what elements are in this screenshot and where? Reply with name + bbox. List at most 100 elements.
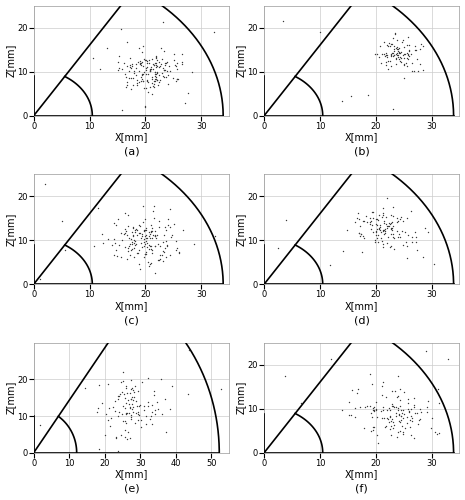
Point bbox=[173, 76, 180, 84]
Point bbox=[406, 416, 414, 424]
Point bbox=[416, 404, 423, 412]
Point bbox=[155, 256, 163, 264]
Point bbox=[394, 46, 402, 54]
Point bbox=[140, 84, 148, 92]
Point bbox=[347, 411, 354, 419]
Point bbox=[392, 388, 399, 396]
Point bbox=[146, 66, 153, 74]
Point bbox=[373, 50, 381, 58]
Point bbox=[380, 414, 388, 422]
Point bbox=[389, 34, 397, 42]
Point bbox=[152, 70, 159, 78]
Point bbox=[385, 39, 393, 47]
Point bbox=[393, 42, 400, 50]
Point bbox=[369, 406, 376, 413]
Point bbox=[125, 244, 132, 252]
Point bbox=[396, 418, 404, 426]
Point bbox=[400, 74, 407, 82]
Point bbox=[133, 240, 140, 248]
Point bbox=[111, 238, 119, 246]
Point bbox=[390, 52, 397, 60]
Point bbox=[121, 404, 129, 412]
Point bbox=[165, 71, 172, 79]
Point bbox=[95, 380, 103, 388]
Point bbox=[132, 409, 140, 417]
Point bbox=[368, 225, 375, 233]
Point bbox=[380, 204, 387, 212]
Point bbox=[419, 252, 427, 260]
Point bbox=[128, 62, 135, 70]
Point bbox=[388, 40, 396, 48]
Point bbox=[121, 225, 128, 233]
Point bbox=[137, 72, 145, 80]
Point bbox=[140, 202, 147, 209]
Point bbox=[121, 243, 129, 251]
Point bbox=[352, 404, 359, 412]
Point bbox=[135, 78, 143, 86]
Point bbox=[118, 236, 126, 244]
Point bbox=[159, 18, 167, 26]
Point bbox=[124, 408, 131, 416]
Point bbox=[407, 208, 414, 216]
Point bbox=[379, 240, 386, 248]
Point bbox=[401, 50, 408, 58]
Point bbox=[139, 74, 146, 82]
Point bbox=[122, 382, 129, 390]
Point bbox=[146, 67, 154, 75]
Point bbox=[143, 239, 151, 247]
Point bbox=[381, 226, 388, 234]
Point bbox=[151, 68, 159, 76]
Point bbox=[102, 410, 110, 418]
Point bbox=[316, 28, 323, 36]
Point bbox=[395, 410, 403, 418]
Point bbox=[282, 216, 290, 224]
X-axis label: X[mm]: X[mm] bbox=[115, 301, 148, 311]
Point bbox=[159, 248, 167, 256]
Point bbox=[160, 248, 168, 256]
Point bbox=[156, 251, 163, 259]
Point bbox=[387, 422, 395, 430]
Point bbox=[137, 239, 144, 247]
Point bbox=[151, 410, 159, 418]
Point bbox=[364, 90, 372, 98]
Point bbox=[133, 226, 141, 234]
Point bbox=[130, 68, 138, 76]
Point bbox=[388, 415, 396, 423]
Point bbox=[372, 50, 379, 58]
Point bbox=[115, 240, 123, 248]
X-axis label: X[mm]: X[mm] bbox=[345, 301, 379, 311]
Point bbox=[385, 233, 392, 241]
Point bbox=[395, 48, 403, 56]
Point bbox=[398, 213, 405, 221]
Point bbox=[405, 46, 412, 54]
Point bbox=[358, 230, 365, 238]
Point bbox=[389, 105, 396, 113]
Point bbox=[391, 51, 398, 59]
Point bbox=[122, 410, 129, 418]
Point bbox=[391, 245, 398, 253]
Point bbox=[380, 230, 387, 237]
Point bbox=[395, 412, 403, 420]
Point bbox=[357, 402, 364, 410]
Text: (d): (d) bbox=[354, 315, 370, 325]
Point bbox=[369, 208, 377, 216]
Point bbox=[128, 406, 136, 413]
Point bbox=[120, 390, 128, 398]
Point bbox=[389, 222, 397, 230]
Point bbox=[281, 372, 288, 380]
Point bbox=[369, 214, 377, 222]
Point bbox=[160, 231, 168, 239]
Point bbox=[142, 70, 149, 78]
Point bbox=[151, 77, 159, 85]
Point bbox=[402, 228, 409, 235]
Point bbox=[158, 60, 165, 68]
Point bbox=[144, 76, 151, 84]
Point bbox=[373, 431, 380, 439]
Point bbox=[41, 180, 49, 188]
Point bbox=[393, 433, 400, 441]
Point bbox=[375, 211, 382, 219]
Point bbox=[173, 75, 181, 83]
Point bbox=[106, 422, 114, 430]
Point bbox=[140, 402, 147, 410]
Point bbox=[147, 228, 155, 235]
